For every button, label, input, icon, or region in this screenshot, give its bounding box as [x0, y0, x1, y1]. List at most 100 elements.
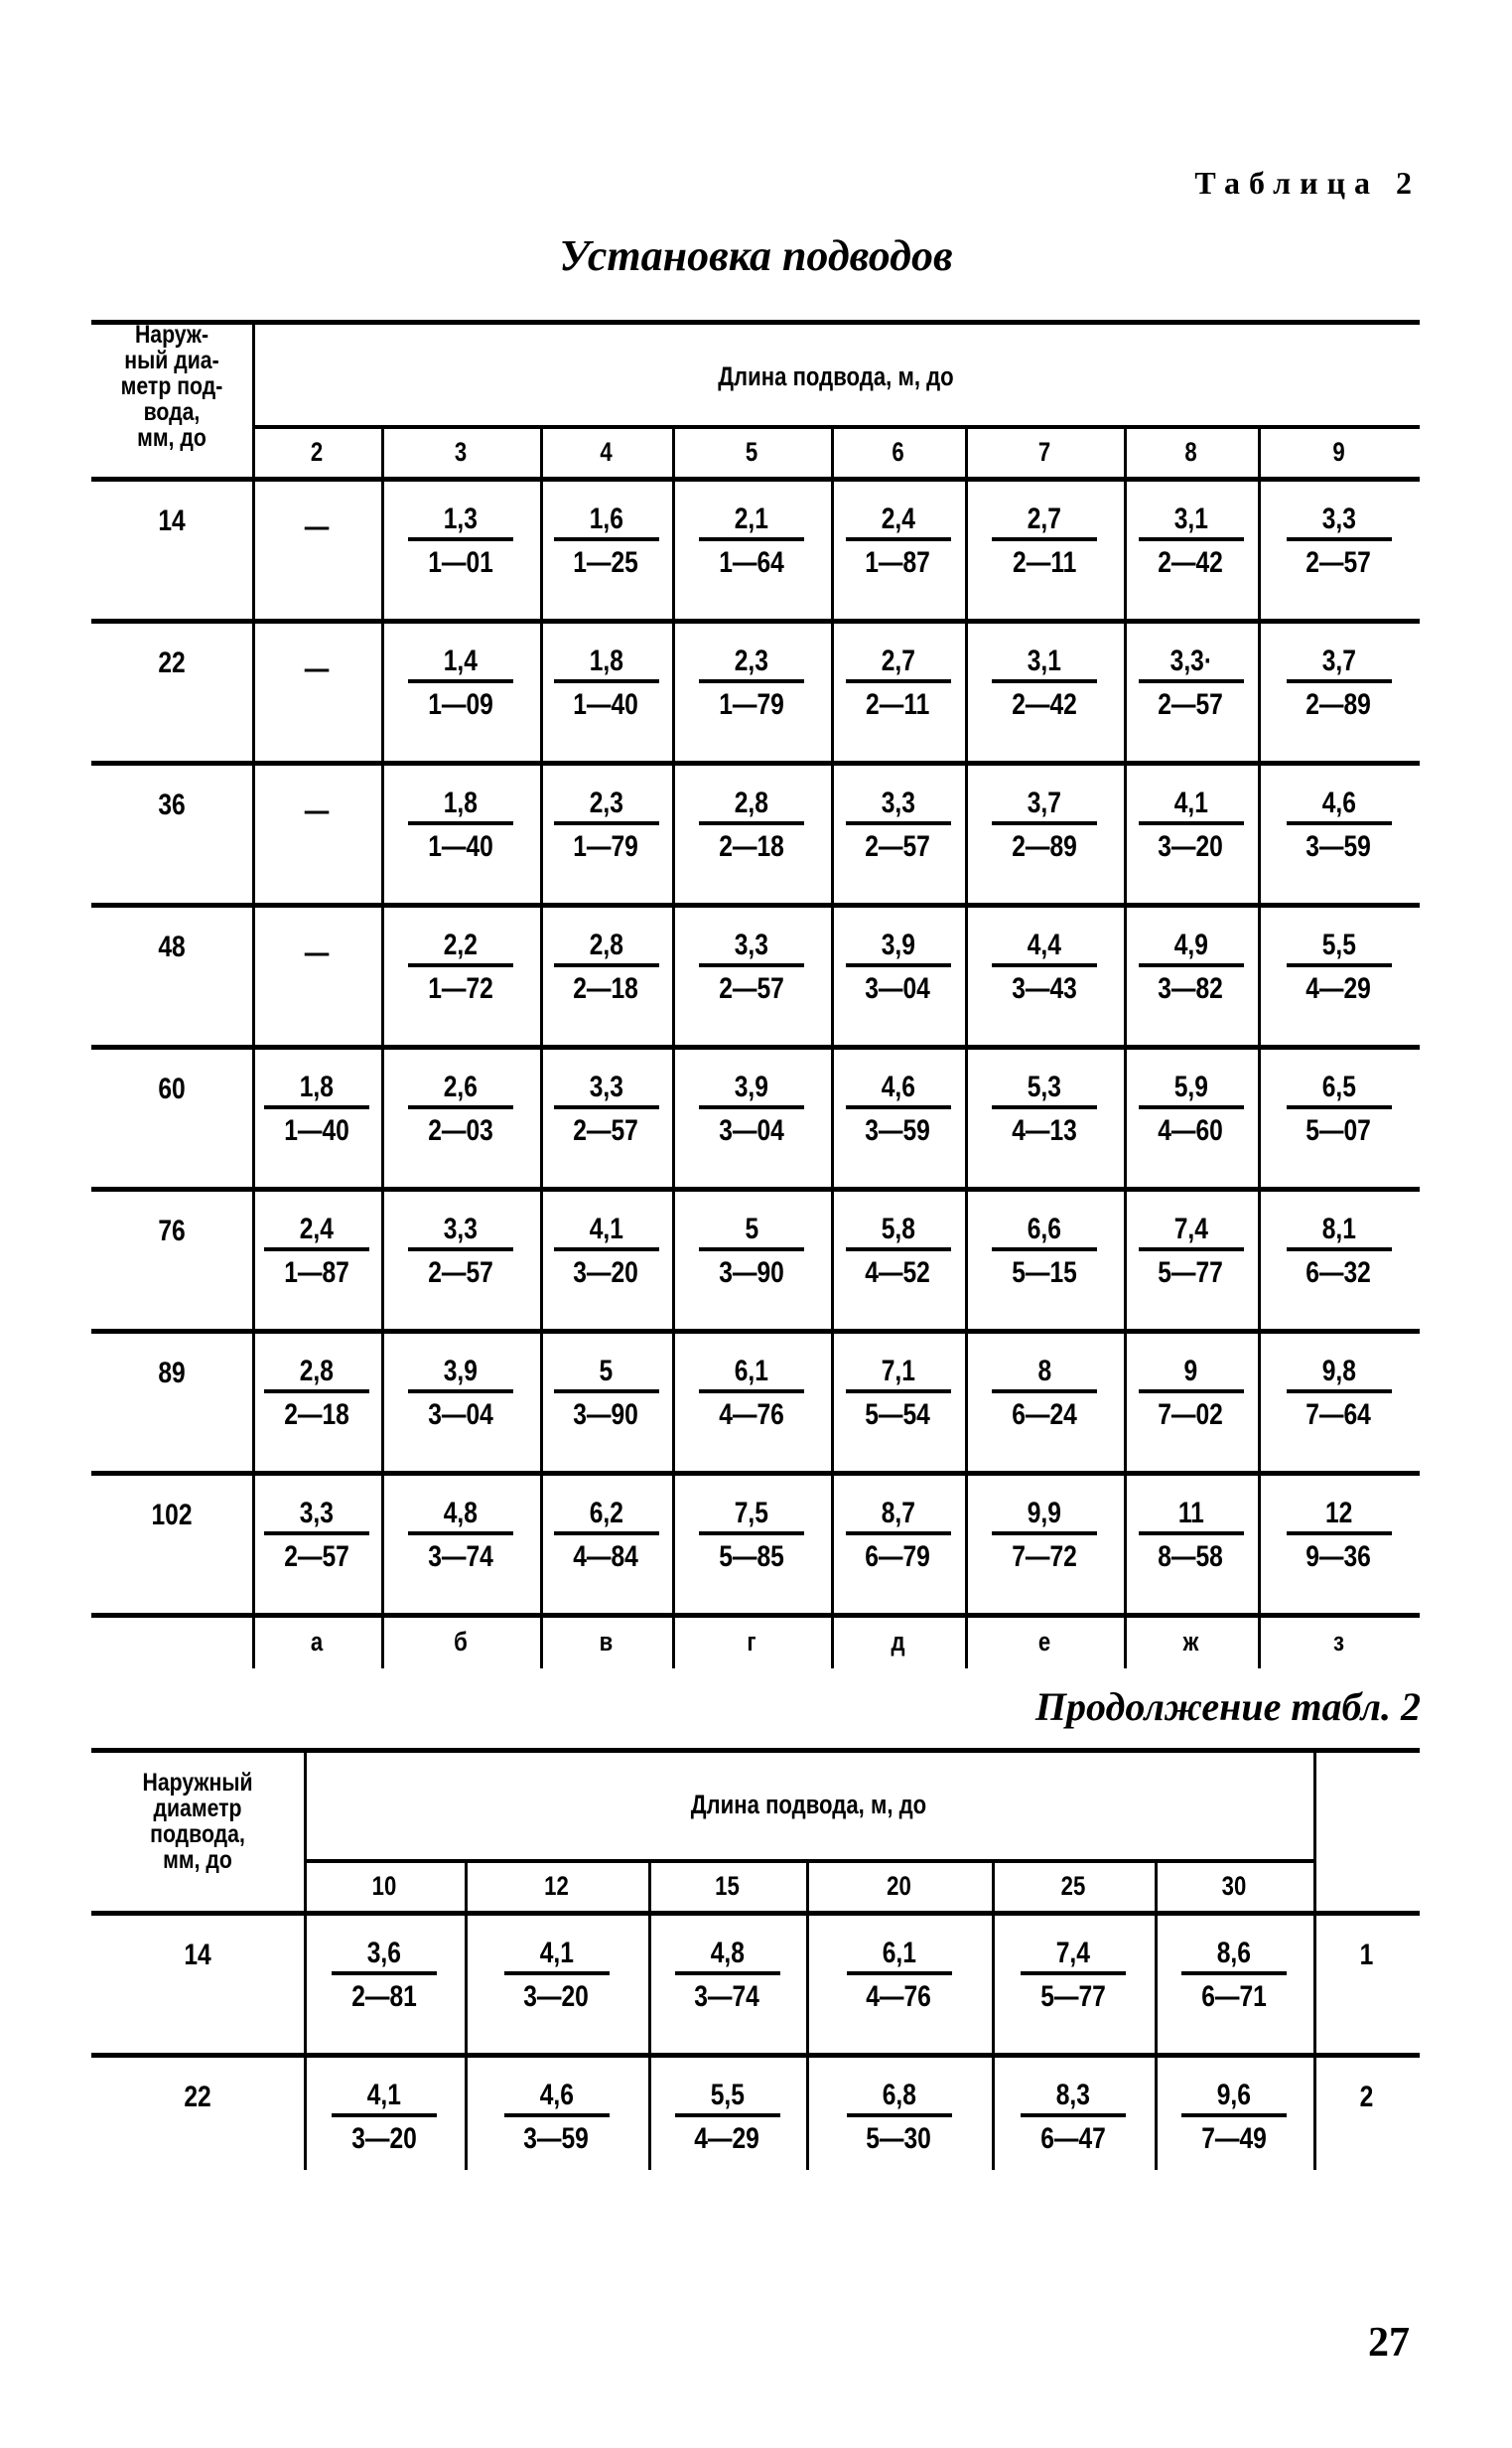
fraction-bar: [408, 821, 513, 825]
fraction: 4,9 3—82: [1138, 929, 1244, 1006]
table-cell: 2,4 1—87: [831, 503, 965, 580]
fraction: 6,6 5—15: [992, 1213, 1097, 1290]
fraction: 2,8 2—18: [264, 1355, 369, 1432]
table-cell: 3,1 2—42: [965, 645, 1124, 722]
table-rule-vertical: [381, 425, 384, 1668]
fraction-denominator: 2—89: [1306, 688, 1372, 721]
fraction-denominator: 2—18: [719, 830, 784, 863]
diameter-value: 14: [158, 504, 186, 537]
fraction-denominator: 1—40: [573, 688, 639, 721]
fraction-denominator: 3—04: [719, 1114, 784, 1147]
table-rule-vertical: [965, 425, 968, 1668]
length-column-header: Длина подвода, м, до: [718, 361, 954, 391]
fraction: 4,6 3—59: [503, 2079, 610, 2156]
fraction: 6,8 5—30: [846, 2079, 952, 2156]
diameter-value: 14: [184, 1939, 211, 1971]
fraction-bar: [699, 821, 804, 825]
fraction: 4,6 3—59: [1286, 787, 1392, 864]
column-letter: а: [310, 1627, 324, 1656]
fraction-bar: [1286, 963, 1392, 967]
fraction-denominator: 6—32: [1306, 1256, 1372, 1289]
length-column-label: 30: [1221, 1871, 1247, 1901]
dash-cell: —: [304, 510, 330, 543]
table-rule-horizontal: [91, 2053, 1420, 2058]
fraction-denominator: 1—87: [865, 546, 931, 579]
table-cell: 3,3· 2—57: [1124, 645, 1258, 722]
table-cell: 8,3 6—47: [992, 2079, 1155, 2156]
fraction: 8,6 6—71: [1181, 1937, 1287, 2014]
fraction-denominator: 1—72: [428, 972, 493, 1005]
fraction: 1,8 1—40: [408, 787, 513, 864]
fraction-numerator: 6,1: [734, 1355, 769, 1387]
table-cell: 2,8 2—18: [252, 1355, 381, 1432]
fraction-denominator: 2—89: [1012, 830, 1077, 863]
fraction-numerator: 2,6: [443, 1071, 479, 1103]
table-cell: 4,4 3—43: [965, 929, 1124, 1006]
fraction-numerator: 9,6: [1216, 2079, 1252, 2111]
fraction-bar: [699, 1531, 804, 1535]
table-cell: 3,9 3—04: [672, 1071, 831, 1148]
diameter-column-header: Наруж- ный диа- метр под- вода, мм, до: [120, 321, 223, 452]
diameter-value: 102: [151, 1499, 193, 1531]
fraction-numerator: 2,8: [734, 787, 769, 819]
fraction-bar: [674, 2113, 780, 2117]
table-cell: 12 9—36: [1258, 1497, 1420, 1574]
fraction-numerator: 3,1: [1027, 645, 1062, 677]
fraction-bar: [1181, 1971, 1287, 1975]
fraction-bar: [992, 679, 1097, 683]
fraction-denominator: 4—52: [865, 1256, 931, 1289]
fraction-denominator: 4—76: [866, 1980, 932, 2013]
fraction: 4,4 3—43: [992, 929, 1097, 1006]
fraction-denominator: 7—49: [1201, 2122, 1267, 2155]
fraction-bar: [1286, 679, 1392, 683]
fraction-denominator: 2—11: [866, 688, 930, 721]
fraction-bar: [1138, 1389, 1244, 1393]
dash-cell: —: [304, 794, 330, 827]
table-cell: 3,3 2—57: [540, 1071, 672, 1148]
fraction: 2,1 1—64: [699, 503, 804, 580]
fraction-bar: [553, 821, 659, 825]
table-rule-horizontal: [91, 1187, 1420, 1192]
fraction-numerator: 3,7: [1027, 787, 1062, 819]
fraction: 1,8 1—40: [553, 645, 659, 722]
table-rule-vertical: [831, 425, 834, 1668]
fraction: 6,1 4—76: [699, 1355, 804, 1432]
fraction: 3,7 2—89: [992, 787, 1097, 864]
fraction-bar: [1286, 1247, 1392, 1251]
dash-cell: —: [304, 936, 330, 969]
fraction-numerator: 2,4: [881, 503, 915, 535]
fraction-denominator: 1—64: [719, 546, 784, 579]
continuation-label: Продолжение табл. 2: [1034, 1684, 1421, 1729]
fraction-denominator: 4—76: [719, 1398, 784, 1431]
fraction: 7,4 5—77: [1138, 1213, 1244, 1290]
fraction-denominator: 7—72: [1012, 1540, 1077, 1573]
fraction-bar: [845, 679, 951, 683]
fraction-denominator: 6—79: [865, 1540, 931, 1573]
column-letter: ж: [1182, 1627, 1199, 1656]
fraction-numerator: 6,1: [882, 1937, 916, 1969]
table-cell: 2,3 1—79: [672, 645, 831, 722]
fraction-denominator: 2—57: [428, 1256, 493, 1289]
table-cell: 7,4 5—77: [1124, 1213, 1258, 1290]
fraction-denominator: 5—77: [1040, 1980, 1106, 2013]
fraction-bar: [553, 1531, 659, 1535]
table-cell: 11 8—58: [1124, 1497, 1258, 1574]
length-column-label: 7: [1037, 437, 1051, 467]
table-cell: 3,9 3—04: [381, 1355, 540, 1432]
fraction-denominator: 7—02: [1158, 1398, 1224, 1431]
fraction-bar: [1138, 1531, 1244, 1535]
fraction-denominator: 3—20: [573, 1256, 639, 1289]
fraction: 3,3 2—57: [699, 929, 804, 1006]
fraction-bar: [553, 679, 659, 683]
table-cell: 5 3—90: [672, 1213, 831, 1290]
fraction-numerator: 4,8: [443, 1497, 479, 1529]
fraction: 7,1 5—54: [845, 1355, 951, 1432]
fraction-denominator: 1—79: [719, 688, 784, 721]
fraction-numerator: 8,1: [1321, 1213, 1356, 1245]
fraction-denominator: 2—57: [719, 972, 784, 1005]
table-cell: 3,7 2—89: [1258, 645, 1420, 722]
fraction-numerator: 2,8: [299, 1355, 335, 1387]
fraction: 3,1 2—42: [1138, 503, 1244, 580]
diameter-value: 48: [158, 931, 186, 963]
fraction-bar: [845, 1247, 951, 1251]
